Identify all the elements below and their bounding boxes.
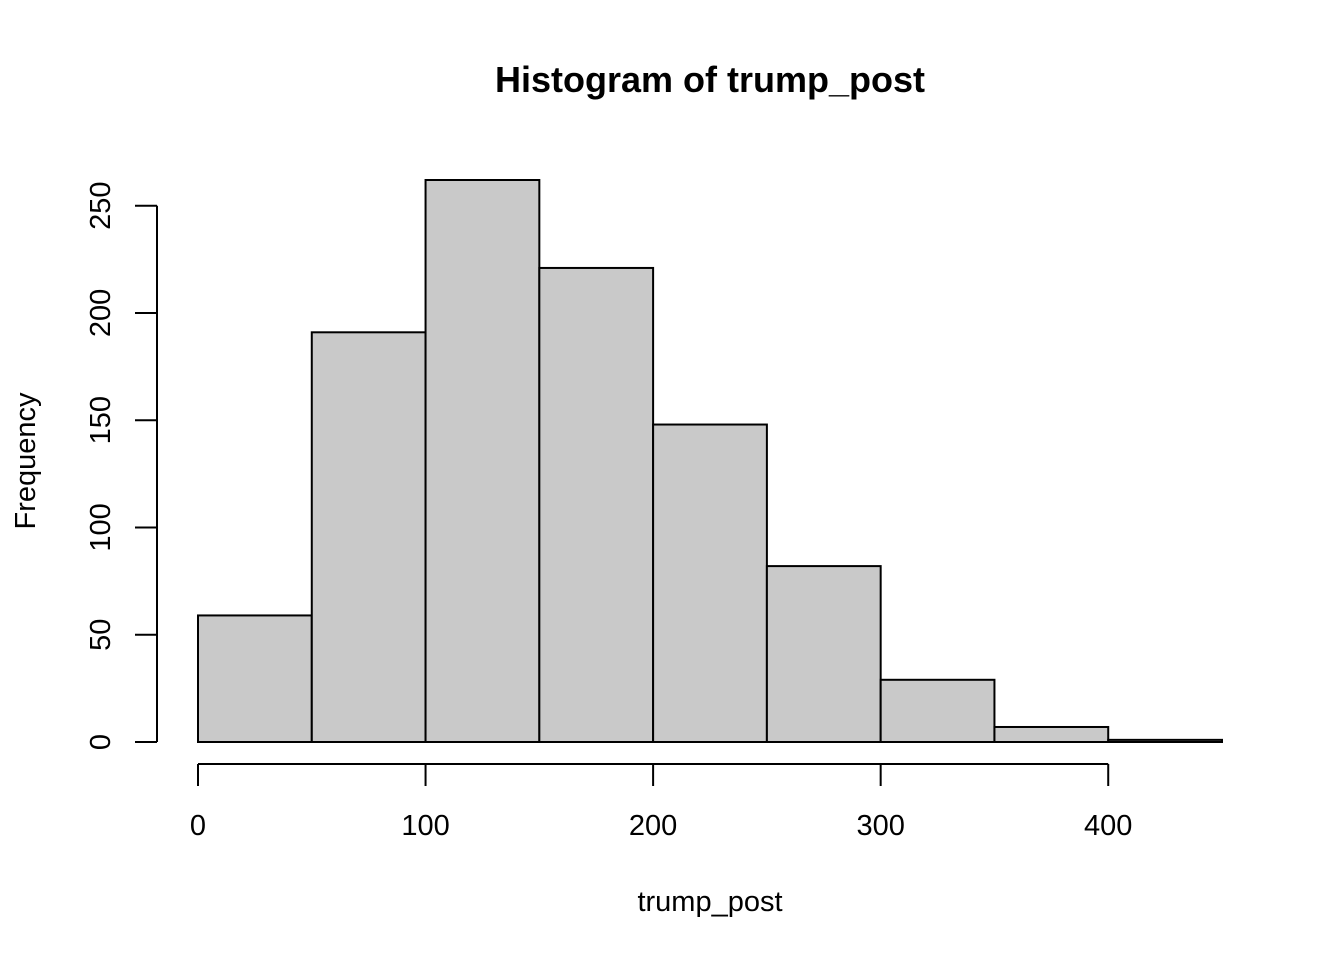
histogram-bar bbox=[765, 565, 882, 743]
y-tick-label: 100 bbox=[85, 503, 117, 551]
x-tick-label: 100 bbox=[401, 810, 449, 842]
y-tick-label: 0 bbox=[85, 734, 117, 750]
x-tick-label: 0 bbox=[190, 810, 206, 842]
histogram-bar bbox=[652, 423, 768, 743]
x-tick-label: 400 bbox=[1084, 810, 1132, 842]
y-tick-label: 200 bbox=[85, 289, 117, 337]
bars-group bbox=[197, 179, 1223, 744]
x-axis: 0 100 200 300 400 bbox=[190, 763, 1132, 842]
histogram-bar bbox=[197, 614, 313, 743]
histogram-bar bbox=[993, 725, 1110, 744]
histogram-bar bbox=[1107, 738, 1223, 744]
y-tick-label: 50 bbox=[85, 619, 117, 651]
y-axis-label: Frequency bbox=[10, 392, 42, 530]
y-tick-label: 250 bbox=[85, 182, 117, 230]
y-tick-label: 150 bbox=[85, 396, 117, 444]
histogram-bar bbox=[310, 331, 427, 743]
histogram-bar bbox=[879, 678, 996, 743]
x-tick-label: 300 bbox=[856, 810, 904, 842]
chart-title: Histogram of trump_post bbox=[495, 59, 925, 100]
histogram-bar bbox=[424, 179, 541, 743]
x-axis-label: trump_post bbox=[637, 886, 782, 918]
histogram-bar bbox=[538, 266, 655, 743]
y-axis: 0 50 100 150 200 250 bbox=[85, 182, 158, 750]
x-tick-label: 200 bbox=[629, 810, 677, 842]
